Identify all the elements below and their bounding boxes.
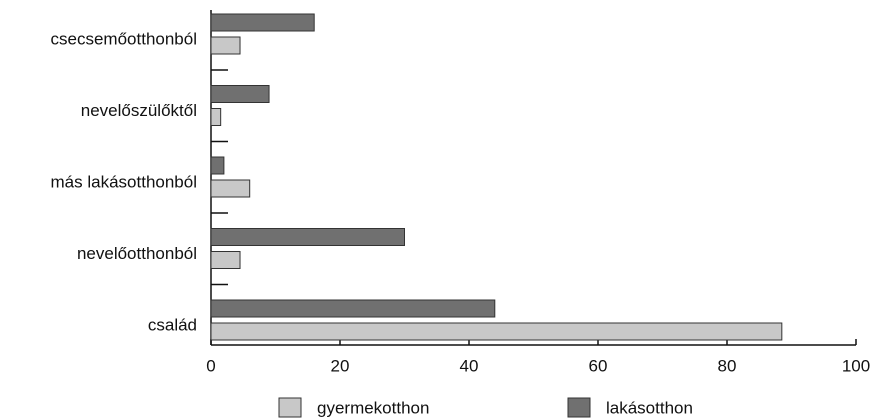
y-tick-label: nevelőotthonból <box>77 244 197 263</box>
bar <box>210 179 251 198</box>
y-tick-label: család <box>148 315 197 334</box>
bar <box>210 156 225 175</box>
x-tick-label: 80 <box>718 356 737 375</box>
bar <box>210 299 496 318</box>
legend-swatch <box>278 397 302 418</box>
x-tick-label: 60 <box>589 356 608 375</box>
bar <box>210 228 405 246</box>
y-tick-label: más lakásotthonból <box>51 172 197 191</box>
bar <box>210 322 783 341</box>
x-tick-label: 20 <box>331 356 350 375</box>
legend-swatch <box>567 397 591 418</box>
bar <box>210 36 241 55</box>
bar <box>210 13 315 32</box>
legend-label: gyermekotthon <box>317 398 429 417</box>
y-tick-label: nevelőszülőktől <box>81 101 197 120</box>
x-tick-label: 100 <box>842 356 870 375</box>
bar <box>210 85 270 103</box>
y-tick-label: csecsemőotthonból <box>51 29 197 48</box>
x-tick-label: 40 <box>460 356 479 375</box>
bar <box>210 251 241 269</box>
legend-label: lakásotthon <box>606 398 693 417</box>
bar <box>210 108 222 126</box>
x-tick-label: 0 <box>206 356 215 375</box>
